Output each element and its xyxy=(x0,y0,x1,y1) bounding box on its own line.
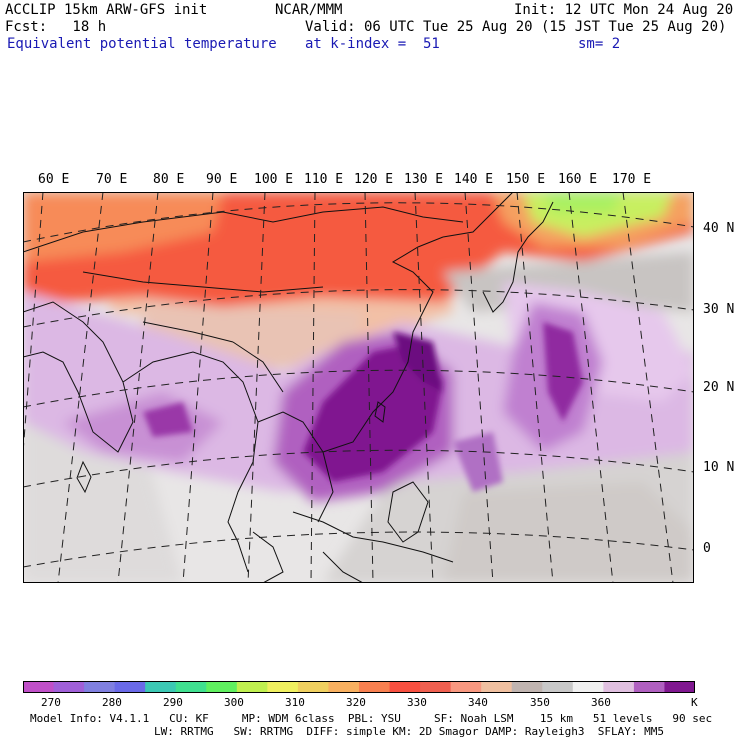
colorbar-cell xyxy=(389,681,421,693)
lat-label-40n: 40 N xyxy=(703,221,735,236)
colorbar-cell xyxy=(297,681,329,693)
lat-label-10n: 10 N xyxy=(703,460,735,475)
coastlines xyxy=(23,192,554,583)
level-index: at k-index = 51 xyxy=(305,36,440,52)
lon-label-60e: 60 E xyxy=(38,172,70,187)
colorbar-unit: K xyxy=(691,696,698,709)
colorbar-tick-320: 320 xyxy=(346,696,366,709)
colorbar-tick-280: 280 xyxy=(102,696,122,709)
colorbar-cell xyxy=(450,681,482,693)
lon-label-140e: 140 E xyxy=(454,172,494,187)
colorbar-tick-340: 340 xyxy=(468,696,488,709)
lon-label-90e: 90 E xyxy=(206,172,238,187)
colorbar-cell xyxy=(175,681,207,693)
colorbar-cell xyxy=(542,681,574,693)
forecast-hour: Fcst: 18 h xyxy=(5,19,107,35)
colorbar-cell xyxy=(420,681,452,693)
lon-label-130e: 130 E xyxy=(404,172,444,187)
colorbar-tick-330: 330 xyxy=(407,696,427,709)
lat-label-20n: 20 N xyxy=(703,380,735,395)
lon-label-100e: 100 E xyxy=(254,172,294,187)
lon-label-80e: 80 E xyxy=(153,172,185,187)
colorbar-cell xyxy=(511,681,543,693)
lon-label-150e: 150 E xyxy=(506,172,546,187)
colorbar-cell xyxy=(145,681,177,693)
model-info-line1: Model Info: V4.1.1 CU: KF MP: WDM 6class… xyxy=(30,712,713,725)
colorbar xyxy=(23,681,695,693)
valid-time: Valid: 06 UTC Tue 25 Aug 20 (15 JST Tue … xyxy=(305,19,727,35)
colorbar-cell xyxy=(114,681,146,693)
init-time: Init: 12 UTC Mon 24 Aug 20 xyxy=(514,2,734,18)
colorbar-frame xyxy=(23,681,695,693)
organization-label: NCAR/MMM xyxy=(275,2,343,18)
colorbar-cell xyxy=(664,681,695,693)
colorbar-cell xyxy=(328,681,360,693)
colorbar-cell xyxy=(84,681,116,693)
colorbar-cell xyxy=(23,681,55,693)
smoothing-label: sm= 2 xyxy=(578,36,621,52)
colorbar-cell xyxy=(53,681,85,693)
model-title: ACCLIP 15km ARW-GFS init xyxy=(5,2,208,18)
colorbar-cell xyxy=(633,681,665,693)
graticule xyxy=(23,192,694,583)
colorbar-cell xyxy=(206,681,238,693)
lon-label-170e: 170 E xyxy=(612,172,652,187)
colorbar-cell xyxy=(267,681,299,693)
lon-label-110e: 110 E xyxy=(304,172,344,187)
model-info-line2: LW: RRTMG SW: RRTMG DIFF: simple KM: 2D … xyxy=(154,725,664,738)
theta-e-map xyxy=(23,192,694,583)
colorbar-tick-360: 360 xyxy=(591,696,611,709)
lat-label-30n: 30 N xyxy=(703,302,735,317)
lon-label-70e: 70 E xyxy=(96,172,128,187)
colorbar-cell xyxy=(481,681,513,693)
lon-label-120e: 120 E xyxy=(354,172,394,187)
lon-label-160e: 160 E xyxy=(558,172,598,187)
colorbar-tick-350: 350 xyxy=(530,696,550,709)
colorbar-tick-270: 270 xyxy=(41,696,61,709)
colorbar-cell xyxy=(236,681,268,693)
lat-label-0: 0 xyxy=(703,541,711,556)
colorbar-cell xyxy=(572,681,604,693)
colorbar-cell xyxy=(359,681,391,693)
field-name: Equivalent potential temperature xyxy=(7,36,277,52)
colorbar-cell xyxy=(603,681,635,693)
colorbar-tick-290: 290 xyxy=(163,696,183,709)
colorbar-tick-300: 300 xyxy=(224,696,244,709)
colorbar-tick-310: 310 xyxy=(285,696,305,709)
map-frame xyxy=(23,192,694,583)
